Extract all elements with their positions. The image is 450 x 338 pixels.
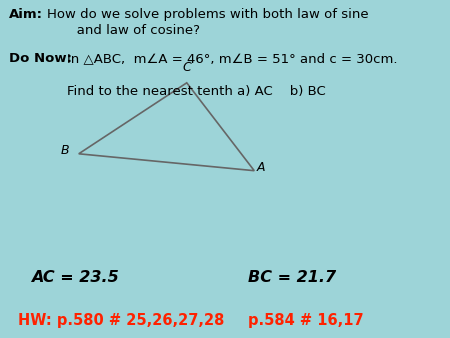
Text: In △ABC,  m∠A = 46°, m∠B = 51° and c = 30cm.: In △ABC, m∠A = 46°, m∠B = 51° and c = 30… bbox=[67, 52, 397, 65]
Text: p.584 # 16,17: p.584 # 16,17 bbox=[248, 313, 363, 328]
Text: BC = 21.7: BC = 21.7 bbox=[248, 270, 336, 285]
Text: Do Now:: Do Now: bbox=[9, 52, 72, 65]
Text: How do we solve problems with both law of sine
       and law of cosine?: How do we solve problems with both law o… bbox=[47, 8, 369, 38]
Text: AC = 23.5: AC = 23.5 bbox=[32, 270, 119, 285]
Text: HW: p.580 # 25,26,27,28: HW: p.580 # 25,26,27,28 bbox=[18, 313, 225, 328]
Text: Aim:: Aim: bbox=[9, 8, 43, 21]
Text: A: A bbox=[256, 161, 265, 173]
Text: C: C bbox=[182, 62, 191, 74]
Text: Find to the nearest tenth a) AC    b) BC: Find to the nearest tenth a) AC b) BC bbox=[67, 84, 325, 97]
Text: B: B bbox=[61, 144, 70, 156]
